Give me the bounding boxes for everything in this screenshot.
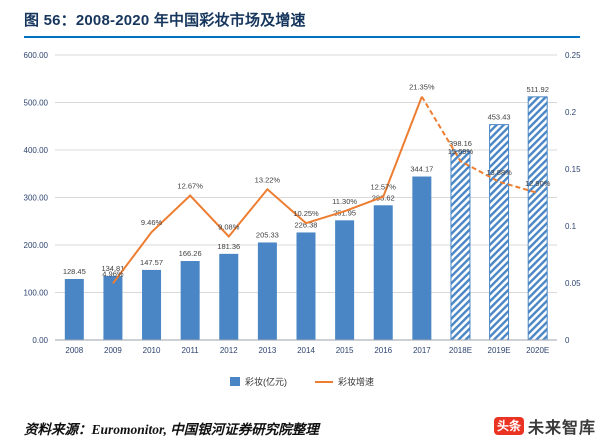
bar-series-swatch [229,377,240,386]
svg-text:13.22%: 13.22% [255,175,281,184]
legend-bars-label: 彩妆(亿元) [244,377,287,387]
legend-item-line: 彩妆增速 [314,375,374,388]
watermark-name: 未来智库 [527,420,596,437]
legend-line-label: 彩妆增速 [337,377,374,387]
chart-title: 图 56：2008-2020 年中国彩妆市场及增速 [24,12,306,29]
svg-text:12.90%: 12.90% [525,179,551,188]
watermark: 头条 未来智库 [493,414,596,438]
svg-text:134.81: 134.81 [101,264,124,273]
combo-chart: 0.00 100.00 200.00 300.00 400.00 500.00 600.00… [0,40,604,375]
figure-header: 图 56：2008-2020 年中国彩妆市场及增速 [0,0,604,38]
svg-text:251.95: 251.95 [333,208,356,217]
svg-text:400.00: 400.00 [24,146,49,155]
figure-footer: 资料来源：Euromonitor, 中国银河证券研究院整理 头条 未来智库 [24,414,596,438]
svg-text:13.88%: 13.88% [486,168,512,177]
svg-text:147.57: 147.57 [140,258,163,267]
svg-text:205.33: 205.33 [256,230,279,239]
svg-text:12.57%: 12.57% [371,183,397,192]
svg-text:2020E: 2020E [526,346,549,355]
line-series-swatch [314,380,333,383]
svg-text:283.62: 283.62 [372,193,395,202]
svg-text:344.17: 344.17 [410,165,433,174]
svg-text:10.25%: 10.25% [293,209,319,218]
svg-text:226.38: 226.38 [295,220,318,229]
svg-text:2017: 2017 [413,346,431,355]
svg-text:100.00: 100.00 [24,289,49,298]
svg-text:166.26: 166.26 [179,249,202,258]
svg-text:181.36: 181.36 [217,242,240,251]
svg-text:0.15: 0.15 [565,165,581,174]
svg-text:511.92: 511.92 [526,85,548,94]
svg-text:2015: 2015 [336,346,354,355]
svg-text:2009: 2009 [104,346,122,355]
svg-text:2014: 2014 [297,346,315,355]
svg-text:15.69%: 15.69% [448,147,474,156]
svg-text:11.30%: 11.30% [332,197,357,206]
svg-text:2013: 2013 [258,346,276,355]
svg-text:0.1: 0.1 [565,222,577,231]
svg-text:9.46%: 9.46% [141,218,163,227]
svg-text:9.08%: 9.08% [218,222,240,231]
svg-text:600.00: 600.00 [24,51,49,60]
svg-text:0.00: 0.00 [32,336,48,345]
svg-text:2012: 2012 [220,346,238,355]
svg-text:500.00: 500.00 [24,99,49,108]
svg-text:21.35%: 21.35% [409,83,435,92]
svg-text:2008: 2008 [65,346,83,355]
legend-item-bars: 彩妆(亿元) [229,375,287,388]
svg-text:0.25: 0.25 [565,51,581,60]
svg-text:12.67%: 12.67% [177,182,203,191]
svg-text:0: 0 [565,336,570,345]
svg-text:2019E: 2019E [488,346,511,355]
svg-text:398.16: 398.16 [449,139,472,148]
svg-text:0.2: 0.2 [565,108,577,117]
svg-text:200.00: 200.00 [24,241,49,250]
svg-text:4.96%: 4.96% [102,269,124,278]
svg-text:0.05: 0.05 [565,279,581,288]
svg-text:2016: 2016 [374,346,392,355]
svg-text:2011: 2011 [182,346,200,355]
svg-text:2018E: 2018E [449,346,472,355]
svg-text:128.45: 128.45 [63,267,86,276]
source-note: 资料来源：Euromonitor, 中国银河证券研究院整理 [24,422,319,437]
toutiao-logo-icon: 头条 [493,417,524,435]
chart-canvas: 0.00 100.00 200.00 300.00 400.00 500.00 600.00… [24,51,582,355]
svg-text:2010: 2010 [143,346,161,355]
svg-text:453.43: 453.43 [488,113,511,122]
title-underline [24,36,580,38]
chart-legend: 彩妆(亿元) 彩妆增速 [0,375,604,388]
svg-text:300.00: 300.00 [24,194,49,203]
